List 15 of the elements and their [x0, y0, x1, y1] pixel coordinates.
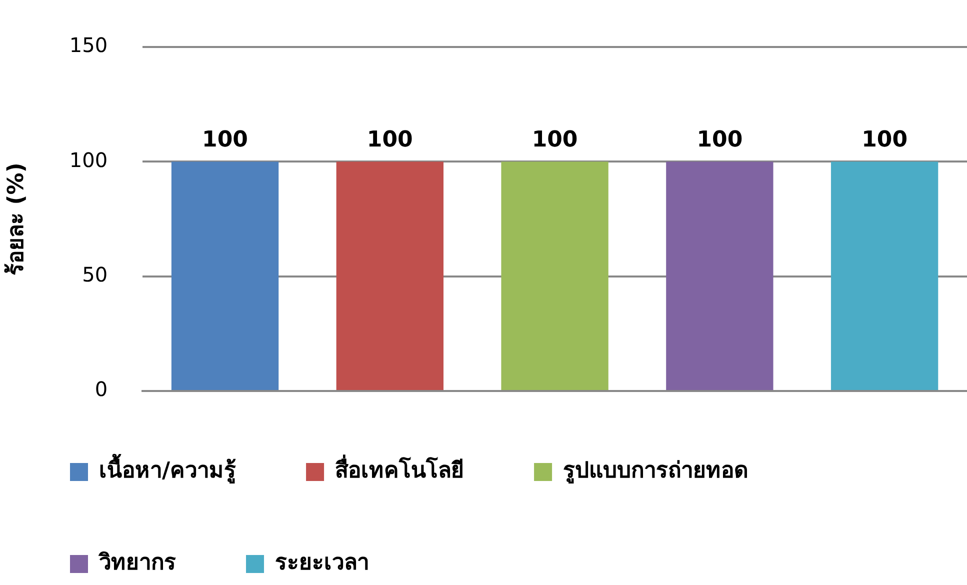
legend-label: ระยะเวลา	[275, 550, 369, 576]
data-label: 100	[202, 127, 248, 152]
y-tick-label: 100	[69, 148, 108, 172]
legend-label: วิทยากร	[98, 550, 176, 576]
y-tick-label: 150	[69, 33, 108, 58]
data-label: 100	[696, 127, 743, 152]
y-tick-label: 0	[94, 377, 108, 402]
data-label: 100	[862, 127, 908, 152]
data-label: 100	[366, 127, 413, 152]
legend-label: เนื้อหา/ความรู้	[99, 454, 236, 485]
legend-label: สื่อเทคโนโลยี	[335, 454, 464, 484]
y-axis-title: ร้อยละ (%)	[4, 162, 29, 276]
legend-label: รูปแบบการถ่ายทอด	[563, 458, 748, 485]
data-label: 100	[532, 127, 578, 152]
y-tick-label: 50	[82, 262, 108, 287]
